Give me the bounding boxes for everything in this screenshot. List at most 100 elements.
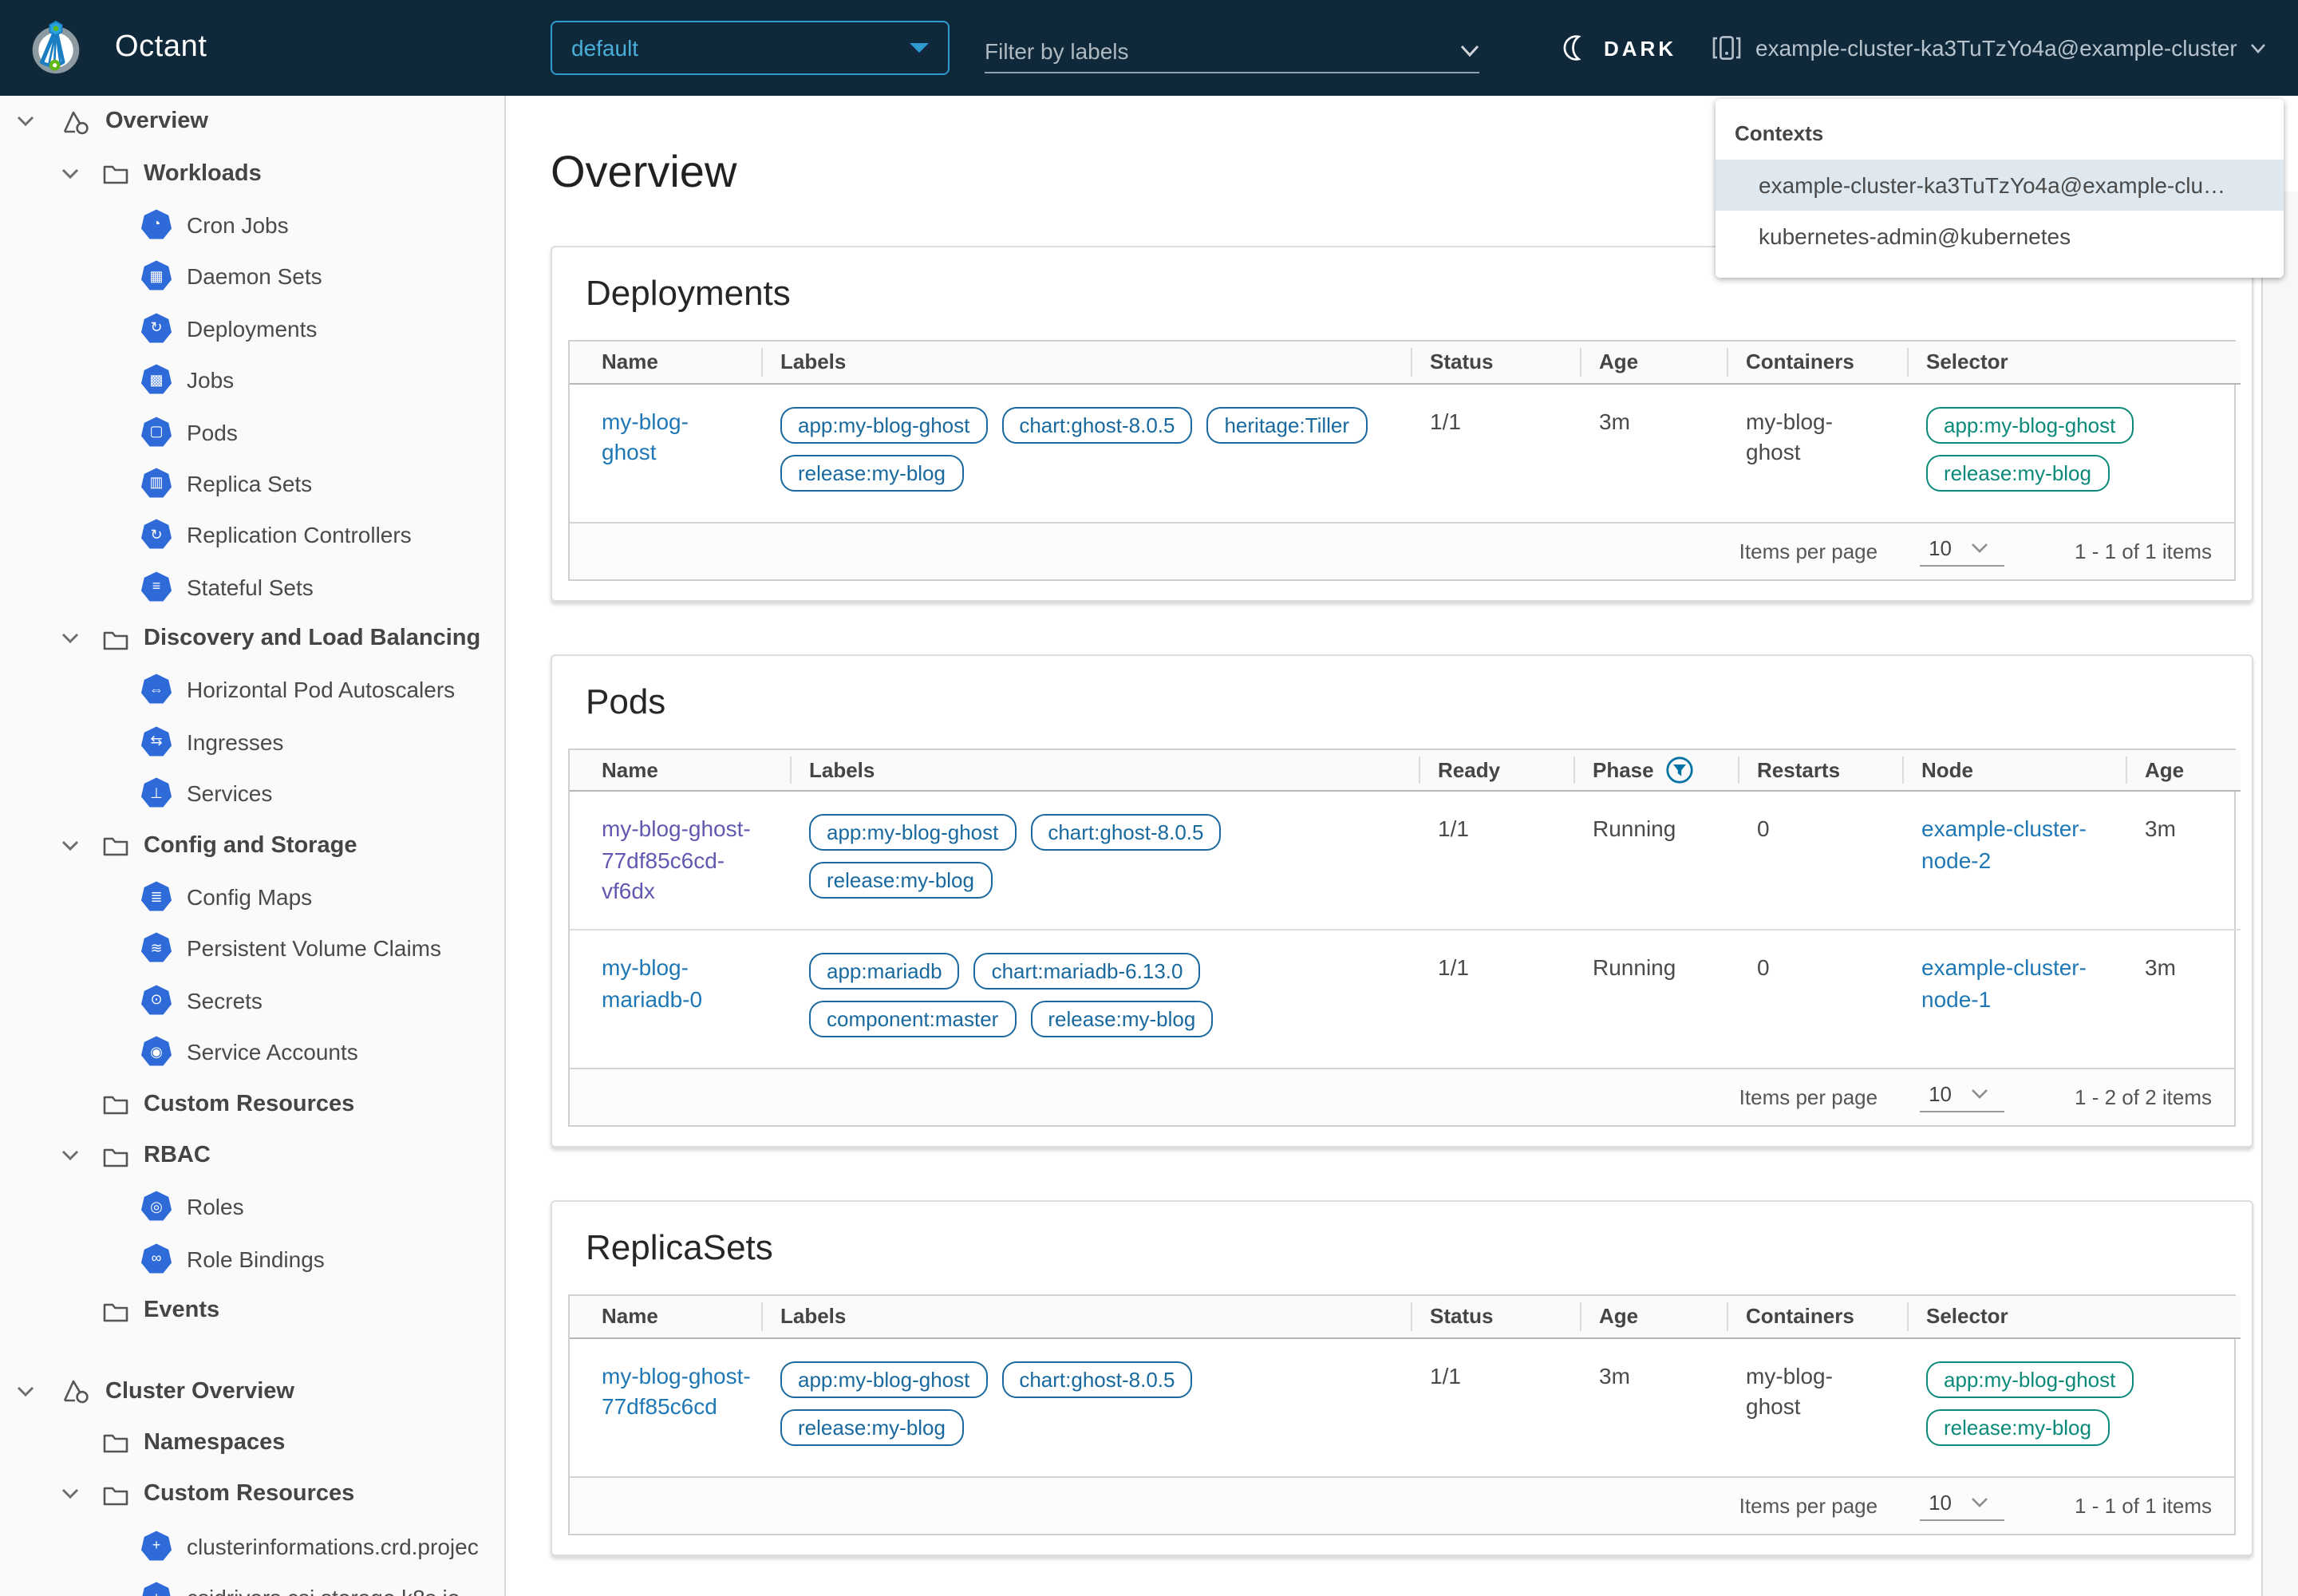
sidebar-item-workloads[interactable]: Workloads xyxy=(0,148,504,200)
resource-link[interactable]: 77df85c6cd- xyxy=(602,847,725,873)
tag-line: release:my-blog xyxy=(1926,1408,2228,1445)
sidebar-item-services[interactable]: ⊥ Services xyxy=(0,768,504,820)
folder-icon xyxy=(103,1487,128,1505)
sidebar-item-cron-jobs[interactable]: ◔ Cron Jobs xyxy=(0,200,504,251)
cell-tags: app:my-blog-ghost chart:ghost-8.0.5 releas… xyxy=(761,1337,1411,1476)
theme-toggle[interactable]: DARK xyxy=(1561,0,1676,96)
sidebar-item-config-and-storage[interactable]: Config and Storage xyxy=(0,820,504,871)
chevron-down-icon xyxy=(2250,43,2265,53)
sidebar-item-persistent-volume-claims[interactable]: ≋ Persistent Volume Claims xyxy=(0,923,504,975)
sidebar-item-csidrivers-csi-storage-k8s-io[interactable]: + csidrivers.csi.storage.k8s.io xyxy=(0,1572,504,1596)
label-tag[interactable]: chart:mariadb-6.13.0 xyxy=(973,953,1201,990)
sidebar-item-cluster-overview[interactable]: Cluster Overview xyxy=(0,1365,504,1417)
sidebar-item-replica-sets[interactable]: ▥ Replica Sets xyxy=(0,457,504,509)
sidebar-item-discovery-and-load-balancing[interactable]: Discovery and Load Balancing xyxy=(0,613,504,665)
label-tag[interactable]: release:my-blog xyxy=(1926,1408,2109,1445)
sidebar-item-replication-controllers[interactable]: ↻ Replication Controllers xyxy=(0,509,504,561)
sidebar-item-daemon-sets[interactable]: ▦ Daemon Sets xyxy=(0,251,504,302)
label-tag[interactable]: app:my-blog-ghost xyxy=(1926,406,2134,443)
page-size-select[interactable]: 10 xyxy=(1919,1490,2005,1520)
sidebar-item-config-maps[interactable]: ≣ Config Maps xyxy=(0,871,504,923)
chevron-down-icon[interactable] xyxy=(1460,44,1479,57)
resource-link[interactable]: node-1 xyxy=(1921,986,1992,1012)
resource-link[interactable]: mariadb-0 xyxy=(602,986,703,1012)
column-header-label: Age xyxy=(1599,1304,1639,1329)
column-header-label: Age xyxy=(2145,757,2185,782)
replication-controllers-icon: ↻ xyxy=(140,519,172,551)
sidebar-item-roles[interactable]: ◎ Roles xyxy=(0,1181,504,1233)
label-tag[interactable]: release:my-blog xyxy=(780,1408,963,1445)
label-tag[interactable]: app:my-blog-ghost xyxy=(780,406,988,443)
label-tag[interactable]: app:my-blog-ghost xyxy=(1926,1361,2134,1397)
sidebar-item-label: Role Bindings xyxy=(187,1246,325,1272)
filter-icon[interactable] xyxy=(1667,756,1694,784)
page-size-select[interactable]: 10 xyxy=(1919,1082,2005,1112)
sidebar-item-custom-resources[interactable]: Custom Resources xyxy=(0,1468,504,1520)
roles-icon-glyph: ◎ xyxy=(150,1198,163,1215)
sidebar-item-secrets[interactable]: ⊙ Secrets xyxy=(0,974,504,1026)
chevron-down-icon[interactable] xyxy=(16,1385,35,1397)
sidebar-item-custom-resources[interactable]: Custom Resources xyxy=(0,1078,504,1130)
sidebar-item-overview[interactable]: Overview xyxy=(0,96,504,148)
label-tag[interactable]: release:my-blog xyxy=(809,862,992,899)
context-icon xyxy=(1712,36,1741,60)
services-icon-glyph: ⊥ xyxy=(150,784,163,801)
sidebar-item-stateful-sets[interactable]: ≡ Stateful Sets xyxy=(0,561,504,613)
resource-link[interactable]: my-blog- xyxy=(602,408,689,433)
chevron-down-icon[interactable] xyxy=(61,1149,80,1162)
context-switcher[interactable]: example-cluster-ka3TuTzYo4a@example-clus… xyxy=(1711,0,2266,96)
label-tag[interactable]: app:my-blog-ghost xyxy=(780,1361,988,1397)
sidebar-item-horizontal-pod-autoscalers[interactable]: ⇔ Horizontal Pod Autoscalers xyxy=(0,665,504,717)
sidebar-item-events[interactable]: Events xyxy=(0,1285,504,1337)
sidebar-item-label: Pods xyxy=(187,419,238,445)
resource-link[interactable]: my-blog-ghost- xyxy=(602,1362,751,1388)
sidebar-item-pods[interactable]: ▢ Pods xyxy=(0,406,504,458)
secrets-icon: ⊙ xyxy=(140,985,172,1017)
resource-link[interactable]: my-blog- xyxy=(602,954,689,980)
sidebar-item-clusterinformations-crd-projec[interactable]: + clusterinformations.crd.projec xyxy=(0,1520,504,1572)
roles-icon: ◎ xyxy=(140,1191,172,1223)
page-size-select[interactable]: 10 xyxy=(1919,535,2005,566)
label-tag[interactable]: release:my-blog xyxy=(780,454,963,491)
cell-link: my-blog-ghost- 77df85c6cd-vf6dx xyxy=(570,791,790,930)
label-tag[interactable]: heritage:Tiller xyxy=(1206,406,1368,443)
chevron-down-icon[interactable] xyxy=(61,167,80,180)
context-option[interactable]: kubernetes-admin@kubernetes xyxy=(1759,223,2071,249)
sidebar-item-jobs[interactable]: ▩ Jobs xyxy=(0,354,504,406)
resource-link[interactable]: ghost xyxy=(602,439,657,465)
config-maps-icon: ≣ xyxy=(140,881,172,913)
sidebar-item-role-bindings[interactable]: ∞ Role Bindings xyxy=(0,1233,504,1285)
sidebar-item-ingresses[interactable]: ⇆ Ingresses xyxy=(0,716,504,768)
label-tag[interactable]: app:mariadb xyxy=(809,953,960,990)
column-header-restarts: Restarts xyxy=(1738,749,1902,792)
context-option-selected[interactable]: example-cluster-ka3TuTzYo4a@example-clu… xyxy=(1716,160,2284,211)
label-filter-input[interactable]: Filter by labels xyxy=(985,29,1479,73)
label-tag[interactable]: chart:ghost-8.0.5 xyxy=(1001,406,1193,443)
resource-link[interactable]: vf6dx xyxy=(602,878,655,904)
chevron-down-icon[interactable] xyxy=(61,1488,80,1501)
chevron-down-icon[interactable] xyxy=(16,115,35,128)
resource-link[interactable]: example-cluster- xyxy=(1921,954,2087,980)
sidebar-item-deployments[interactable]: ↻ Deployments xyxy=(0,302,504,354)
namespace-select[interactable]: default xyxy=(551,21,950,75)
chevron-down-icon[interactable] xyxy=(61,839,80,851)
folder-icon xyxy=(103,1148,128,1167)
sidebar-item-label: Deployments xyxy=(187,315,318,342)
scrollbar-track[interactable] xyxy=(2261,192,2298,1596)
resource-link[interactable]: my-blog-ghost- xyxy=(602,816,751,841)
sidebar-item-rbac[interactable]: RBAC xyxy=(0,1130,504,1182)
label-tag[interactable]: chart:ghost-8.0.5 xyxy=(1030,814,1222,851)
sidebar-item-service-accounts[interactable]: ◉ Service Accounts xyxy=(0,1026,504,1078)
label-tag[interactable]: chart:ghost-8.0.5 xyxy=(1001,1361,1193,1397)
label-tag[interactable]: app:my-blog-ghost xyxy=(809,814,1017,851)
column-header-label: Phase xyxy=(1593,757,1654,782)
label-tag[interactable]: release:my-blog xyxy=(1926,454,2109,491)
chevron-down-icon[interactable] xyxy=(61,632,80,645)
resource-link[interactable]: node-2 xyxy=(1921,847,1992,873)
label-tag[interactable]: release:my-blog xyxy=(1030,1001,1214,1037)
resource-link[interactable]: 77df85c6cd xyxy=(602,1393,717,1420)
resource-link[interactable]: example-cluster- xyxy=(1921,816,2087,841)
label-tag[interactable]: component:master xyxy=(809,1001,1017,1037)
sidebar-item-namespaces[interactable]: Namespaces xyxy=(0,1417,504,1469)
jobs-icon: ▩ xyxy=(140,364,172,396)
